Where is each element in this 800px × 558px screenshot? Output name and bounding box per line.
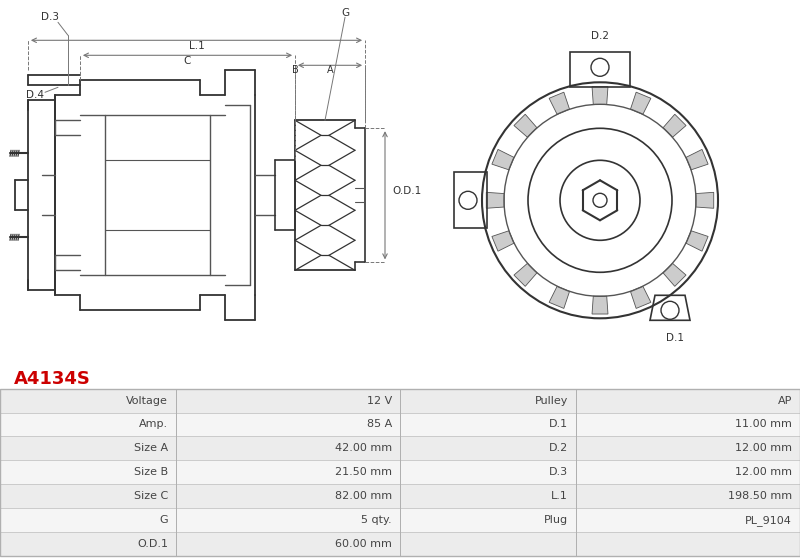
- Bar: [176, 508, 400, 532]
- Polygon shape: [696, 193, 714, 208]
- Bar: [400, 388, 576, 412]
- Text: D.3: D.3: [549, 468, 568, 478]
- Bar: [576, 532, 800, 556]
- Bar: [0, 436, 176, 460]
- Text: D.1: D.1: [549, 420, 568, 430]
- Text: 21.50 mm: 21.50 mm: [335, 468, 392, 478]
- Text: Amp.: Amp.: [139, 420, 168, 430]
- Text: 198.50 mm: 198.50 mm: [728, 491, 792, 501]
- Polygon shape: [549, 286, 570, 309]
- Bar: [0, 388, 176, 412]
- Text: 11.00 mm: 11.00 mm: [735, 420, 792, 430]
- Text: B: B: [292, 65, 298, 75]
- Text: 60.00 mm: 60.00 mm: [335, 539, 392, 549]
- Text: 5 qty.: 5 qty.: [362, 515, 392, 525]
- Bar: [0, 532, 176, 556]
- Text: Pulley: Pulley: [534, 396, 568, 406]
- Polygon shape: [514, 263, 537, 286]
- Text: D.2: D.2: [549, 444, 568, 454]
- Bar: [576, 388, 800, 412]
- Text: G: G: [341, 8, 349, 18]
- Text: O.D.1: O.D.1: [392, 186, 422, 196]
- Bar: [400, 460, 576, 484]
- Bar: [400, 436, 576, 460]
- Text: D.2: D.2: [591, 31, 609, 41]
- Bar: [176, 412, 400, 436]
- Text: Size C: Size C: [134, 491, 168, 501]
- Text: PL_9104: PL_9104: [745, 515, 792, 526]
- Bar: [576, 436, 800, 460]
- Bar: [176, 484, 400, 508]
- Text: Size A: Size A: [134, 444, 168, 454]
- Polygon shape: [686, 150, 708, 170]
- Bar: [0, 484, 176, 508]
- Text: A: A: [326, 65, 334, 75]
- Polygon shape: [592, 86, 608, 104]
- Text: Plug: Plug: [544, 515, 568, 525]
- Text: 85 A: 85 A: [366, 420, 392, 430]
- Bar: [176, 460, 400, 484]
- Bar: [400, 412, 576, 436]
- Polygon shape: [514, 114, 537, 137]
- Text: 12.00 mm: 12.00 mm: [735, 444, 792, 454]
- Text: C: C: [184, 56, 191, 66]
- Polygon shape: [486, 193, 504, 208]
- Bar: [400, 508, 576, 532]
- Polygon shape: [492, 150, 514, 170]
- Bar: [576, 412, 800, 436]
- Polygon shape: [492, 231, 514, 251]
- Text: L.1: L.1: [189, 41, 204, 51]
- Bar: [576, 484, 800, 508]
- Bar: [176, 532, 400, 556]
- Bar: [576, 460, 800, 484]
- Text: 42.00 mm: 42.00 mm: [335, 444, 392, 454]
- Text: G: G: [159, 515, 168, 525]
- Text: O.D.1: O.D.1: [137, 539, 168, 549]
- Polygon shape: [592, 296, 608, 314]
- Text: Voltage: Voltage: [126, 396, 168, 406]
- Polygon shape: [663, 263, 686, 286]
- Bar: [400, 532, 576, 556]
- Text: 82.00 mm: 82.00 mm: [335, 491, 392, 501]
- Bar: [0, 460, 176, 484]
- Text: AP: AP: [778, 396, 792, 406]
- Text: Size B: Size B: [134, 468, 168, 478]
- Polygon shape: [686, 231, 708, 251]
- Text: D.1: D.1: [666, 333, 684, 343]
- Polygon shape: [663, 114, 686, 137]
- Text: 12.00 mm: 12.00 mm: [735, 468, 792, 478]
- Text: 12 V: 12 V: [366, 396, 392, 406]
- Bar: [0, 412, 176, 436]
- Polygon shape: [630, 92, 651, 114]
- Bar: [176, 436, 400, 460]
- Text: D.4: D.4: [26, 90, 44, 100]
- Bar: [176, 388, 400, 412]
- Text: A4134S: A4134S: [14, 370, 91, 388]
- Bar: [0, 508, 176, 532]
- Text: L.1: L.1: [551, 491, 568, 501]
- Text: D.3: D.3: [41, 12, 59, 22]
- Bar: [400, 484, 576, 508]
- Polygon shape: [549, 92, 570, 114]
- Polygon shape: [630, 286, 651, 309]
- Bar: [576, 508, 800, 532]
